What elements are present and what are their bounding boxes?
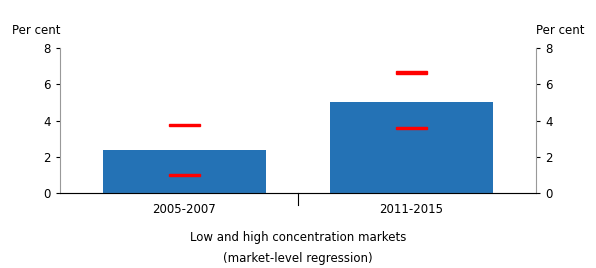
Bar: [103, 150, 266, 193]
Bar: [330, 102, 493, 193]
Text: (market-level regression): (market-level regression): [223, 252, 373, 265]
Bar: [169, 124, 200, 126]
Bar: [396, 72, 427, 74]
Text: Low and high concentration markets: Low and high concentration markets: [190, 231, 406, 244]
Text: Per cent: Per cent: [12, 24, 60, 37]
Bar: [396, 127, 427, 129]
Text: Per cent: Per cent: [536, 24, 584, 37]
Bar: [169, 174, 200, 176]
